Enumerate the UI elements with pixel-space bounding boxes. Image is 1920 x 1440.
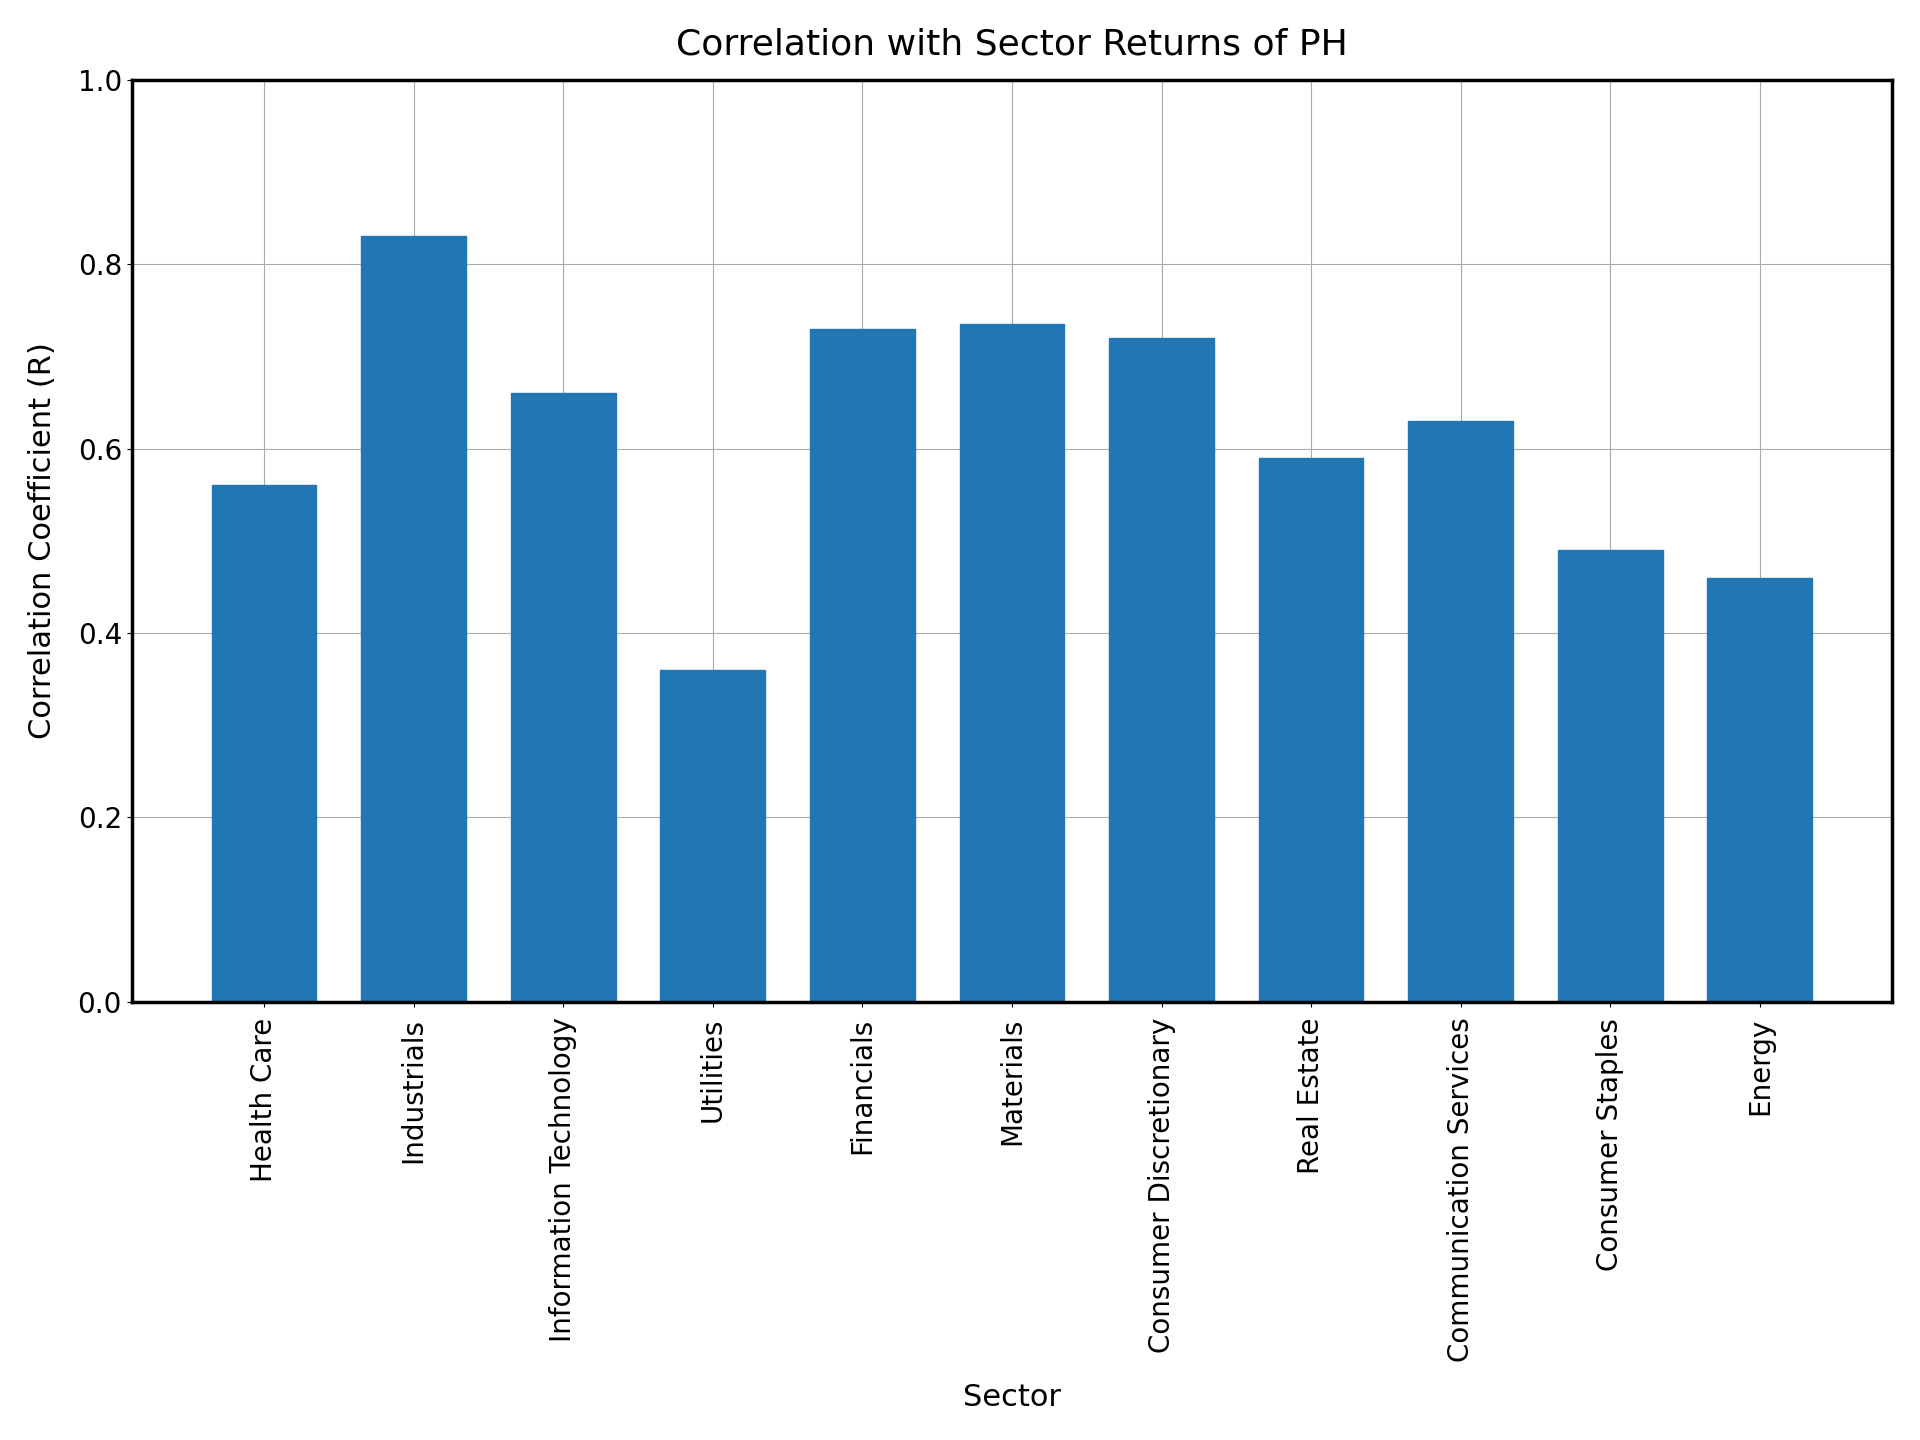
Y-axis label: Correlation Coefficient (R): Correlation Coefficient (R) [27,343,58,739]
Title: Correlation with Sector Returns of PH: Correlation with Sector Returns of PH [676,27,1348,62]
Bar [1557,550,1663,1002]
X-axis label: Sector: Sector [964,1384,1062,1413]
Bar [1707,577,1812,1002]
Bar [1260,458,1363,1002]
Bar [211,485,317,1002]
Bar [810,328,914,1002]
Bar [1110,338,1213,1002]
Bar [1409,420,1513,1002]
Bar [511,393,616,1002]
Bar [960,324,1064,1002]
Bar [660,670,766,1002]
Bar [361,236,467,1002]
